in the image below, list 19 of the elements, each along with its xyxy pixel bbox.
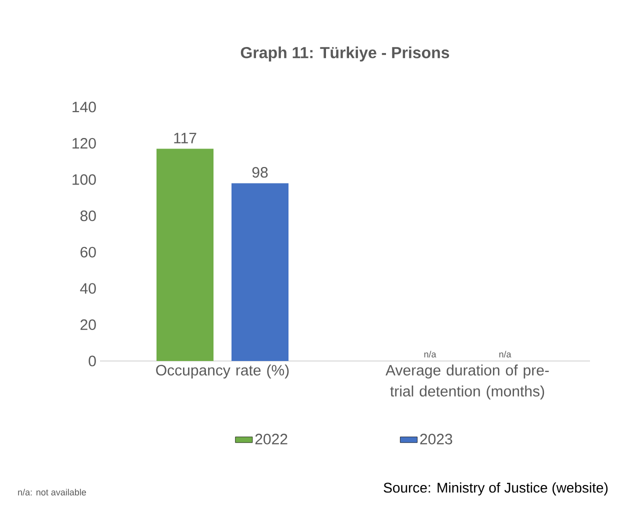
x-tick-label: Average duration of pre-trial detention (months): [386, 364, 549, 400]
y-tick-label: 80: [80, 210, 96, 222]
y-tick-label: 140: [72, 102, 96, 112]
y-tick-label: 60: [80, 246, 96, 258]
chart-title: Graph 11: Türkiye - Prisons: [240, 46, 450, 62]
text: n/a: not available: [18, 488, 86, 496]
data-label: 117: [174, 132, 196, 144]
legend-label: 2023: [420, 434, 452, 444]
y-tick-label: 0: [88, 356, 96, 366]
x-tick-label: Occupancy rate (%): [156, 364, 289, 378]
data-label: 98: [252, 167, 268, 178]
y-tick-label: 120: [72, 138, 96, 149]
text: n/a: [424, 350, 436, 358]
source-note: Source: Ministry of Justice (website): [384, 482, 608, 496]
legend-label: 2022: [255, 434, 288, 444]
y-tick-label: 20: [80, 319, 96, 330]
y-tick-label: 40: [80, 283, 96, 294]
text: n/a: [499, 350, 512, 358]
y-tick-label: 100: [72, 174, 96, 185]
